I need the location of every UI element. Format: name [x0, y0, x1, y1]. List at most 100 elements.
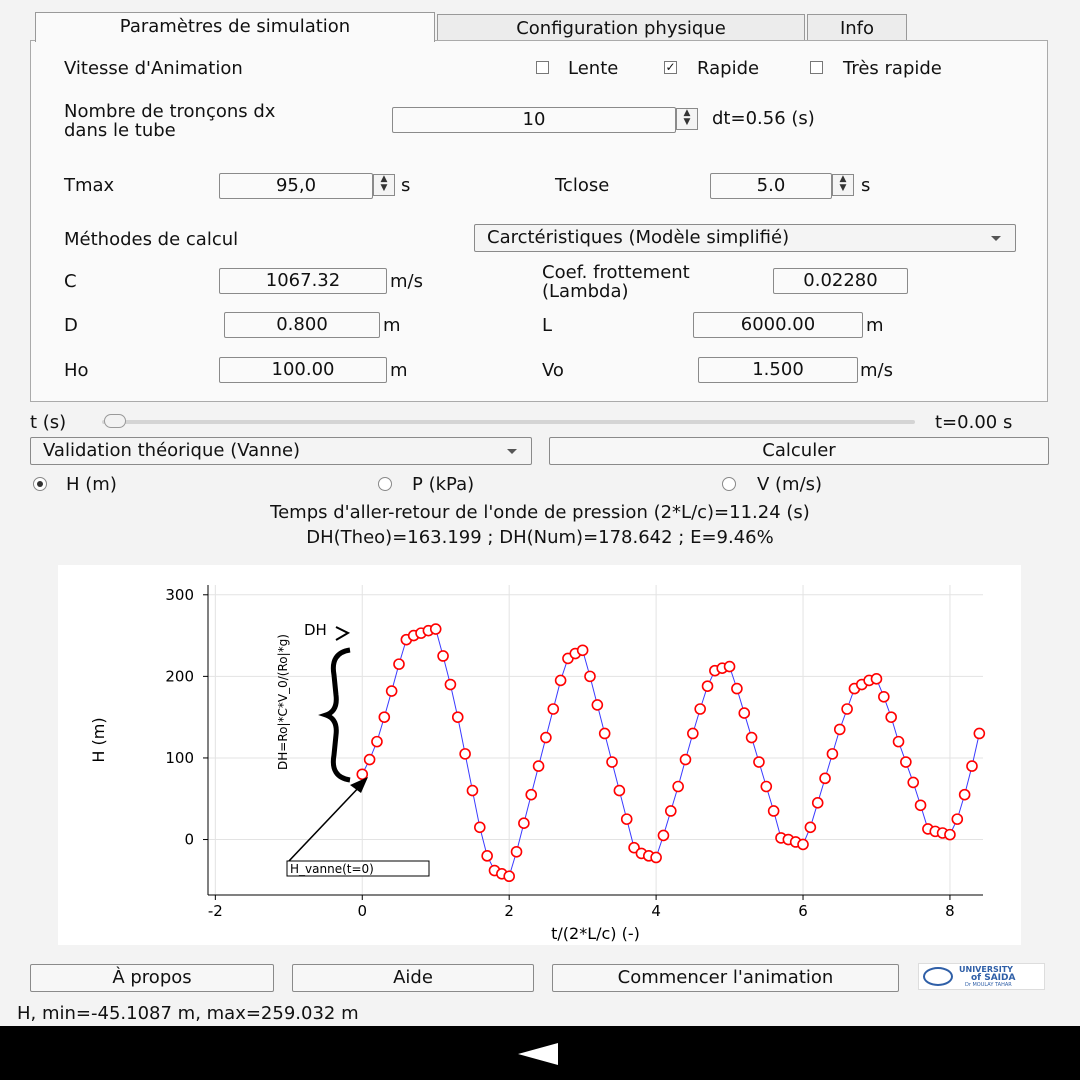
time-slider-handle[interactable]: [104, 414, 126, 428]
pressure-head-chart: -2 0 2 4 6 8 0 100 200 300 t/(2*L/c) (-) H (m) DH D…: [58, 565, 1021, 945]
vo-input[interactable]: 1.500: [698, 357, 858, 383]
data-point: [694, 703, 706, 715]
tmax-input[interactable]: 95,0: [219, 173, 373, 199]
h-vanne-label-box: [286, 860, 430, 877]
segments-label-line2: dans le tube: [64, 120, 176, 141]
data-point: [819, 772, 831, 785]
data-point: [518, 817, 530, 830]
dh-annotation: DH: [304, 621, 327, 639]
fast-checkbox-label: Rapide: [697, 58, 760, 79]
data-point: [657, 829, 670, 842]
data-point: [797, 838, 809, 851]
x-tick-label: 6: [798, 902, 808, 920]
data-point: [958, 788, 971, 801]
data-point: [554, 674, 567, 687]
h-radio-label: H (m): [66, 474, 117, 495]
tab-label: Info: [839, 18, 875, 39]
logo-text-line2: of SAIDA: [971, 973, 1016, 983]
tab-physical-configuration[interactable]: Configuration physique: [437, 14, 805, 40]
data-point: [598, 727, 611, 740]
chart-axes: [207, 585, 983, 896]
data-point: [606, 756, 618, 768]
very-fast-checkbox[interactable]: [810, 61, 823, 74]
tclose-spinner[interactable]: ▲ ▼: [832, 174, 854, 196]
data-point: [620, 813, 633, 825]
tab-simulation-parameters[interactable]: Paramètres de simulation: [35, 12, 435, 42]
segments-label-line1: Nombre de tronçons dx: [64, 101, 276, 122]
data-point: [966, 760, 978, 772]
p-radio[interactable]: [378, 477, 392, 491]
dt-readout: dt=0.56 (s): [712, 108, 815, 129]
data-point: [878, 690, 890, 703]
data-point: [914, 799, 927, 812]
tab-label: Paramètres de simulation: [119, 16, 351, 37]
data-point: [679, 753, 692, 766]
arrow-head-icon: [350, 777, 368, 793]
d-unit: m: [383, 315, 401, 336]
method-select[interactable]: Carctéristiques (Modèle simplifié): [474, 224, 1016, 252]
vo-label: Vo: [542, 360, 564, 381]
time-readout: t=0.00 s: [935, 412, 1013, 433]
logo-emblem-icon: [923, 967, 953, 986]
x-tick-label: 0: [357, 902, 367, 920]
ho-input[interactable]: 100.00: [219, 357, 387, 383]
fast-checkbox[interactable]: ✓: [664, 60, 677, 74]
data-point: [951, 813, 964, 825]
data-point: [532, 760, 545, 772]
data-point: [481, 850, 493, 862]
data-point: [672, 780, 684, 793]
formula-annotation: DH=Ro|*C*V_0/(Ro|*g): [276, 634, 290, 770]
friction-label-line1: Coef. frottement: [542, 262, 690, 283]
calculate-button[interactable]: Calculer: [549, 437, 1049, 465]
help-button[interactable]: Aide: [292, 964, 534, 992]
friction-input[interactable]: 0.02280: [773, 268, 908, 294]
x-tick-label: 8: [945, 902, 955, 920]
d-label: D: [64, 315, 78, 336]
data-point: [900, 756, 912, 768]
method-select-value: Carctéristiques (Modèle simplifié): [487, 227, 790, 248]
l-input[interactable]: 6000.00: [693, 312, 863, 338]
slow-checkbox-label: Lente: [568, 58, 619, 79]
d-input[interactable]: 0.800: [224, 312, 380, 338]
dh-brace: [318, 647, 351, 783]
time-slider-track[interactable]: [102, 420, 915, 424]
x-tick-label: 4: [651, 902, 661, 920]
y-tick-label: 200: [165, 667, 194, 685]
v-radio[interactable]: [722, 477, 736, 491]
back-icon[interactable]: [518, 1043, 558, 1065]
data-point: [664, 805, 677, 817]
status-line: H, min=-45.1087 m, max=259.032 m: [17, 1003, 359, 1024]
data-point: [628, 841, 640, 854]
tmax-spinner[interactable]: ▲ ▼: [373, 174, 395, 196]
h-vanne-arrow: [287, 783, 363, 863]
slow-checkbox[interactable]: [536, 61, 549, 74]
tclose-input[interactable]: 5.0: [710, 173, 832, 199]
about-button[interactable]: À propos: [30, 964, 274, 992]
chart-svg: -2 0 2 4 6 8 0 100 200 300 t/(2*L/c) (-) H (m) DH D…: [89, 585, 986, 943]
navigation-bar: [0, 1026, 1080, 1080]
university-logo: UNIVERSITY of SAIDA Dr MOULAY TAHAR: [918, 963, 1045, 990]
data-point: [745, 731, 758, 744]
start-animation-button[interactable]: Commencer l'animation: [552, 964, 899, 992]
data-point: [701, 680, 714, 692]
tab-info[interactable]: Info: [807, 14, 907, 40]
chart-ticks: -2 0 2 4 6 8 0 100 200 300 t/(2*L/c) (-) H (m): [89, 586, 955, 943]
logo-text-line1: UNIVERSITY: [959, 965, 1013, 974]
c-input[interactable]: 1067.32: [219, 268, 387, 294]
data-point: [841, 703, 853, 715]
very-fast-checkbox-label: Très rapide: [843, 58, 942, 79]
x-tick-label: -2: [208, 902, 223, 920]
tmax-label: Tmax: [64, 175, 115, 196]
dh-arrow-icon: [335, 626, 351, 641]
data-point: [760, 780, 773, 793]
data-point: [466, 784, 479, 797]
chart-series: [356, 623, 986, 883]
segments-spinner[interactable]: ▲ ▼: [676, 108, 698, 130]
segments-input[interactable]: 10: [392, 107, 676, 133]
data-point: [591, 699, 604, 711]
x-axis-label: t/(2*L/c) (-): [551, 924, 640, 943]
h-radio[interactable]: [33, 477, 47, 491]
data-point: [429, 623, 442, 635]
h-vanne-label: H_vanne(t=0): [290, 862, 374, 876]
validation-select[interactable]: Validation théorique (Vanne): [30, 437, 532, 465]
